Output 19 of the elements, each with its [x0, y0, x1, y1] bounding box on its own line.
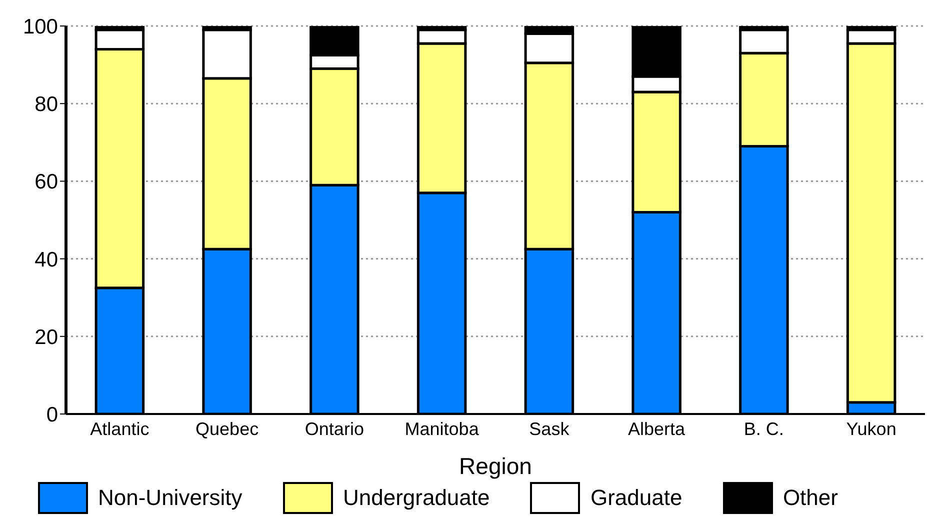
x-axis-title: Region: [459, 453, 532, 479]
legend-label: Graduate: [590, 485, 682, 511]
y-tick-label: 0: [46, 403, 58, 426]
y-tick-label: 60: [34, 170, 58, 194]
x-tick-label: Sask: [529, 418, 570, 439]
legend-label: Non-University: [98, 485, 242, 511]
y-tick-label: 20: [34, 326, 58, 349]
x-tick-label: B. C.: [744, 418, 784, 439]
x-tick-label: Quebec: [196, 418, 259, 439]
legend-label: Other: [782, 485, 838, 511]
x-tick-label: Atlantic: [90, 418, 150, 439]
y-tick-label: 80: [34, 93, 58, 116]
x-tick-label: Ontario: [304, 418, 364, 439]
x-tick-label: Alberta: [628, 418, 686, 439]
x-tick-label: Yukon: [846, 418, 896, 439]
y-tick-label: 100: [22, 15, 58, 38]
legend-label: Undergraduate: [342, 485, 490, 511]
x-tick-label: Manitoba: [404, 418, 480, 439]
y-tick-label: 40: [34, 248, 58, 272]
